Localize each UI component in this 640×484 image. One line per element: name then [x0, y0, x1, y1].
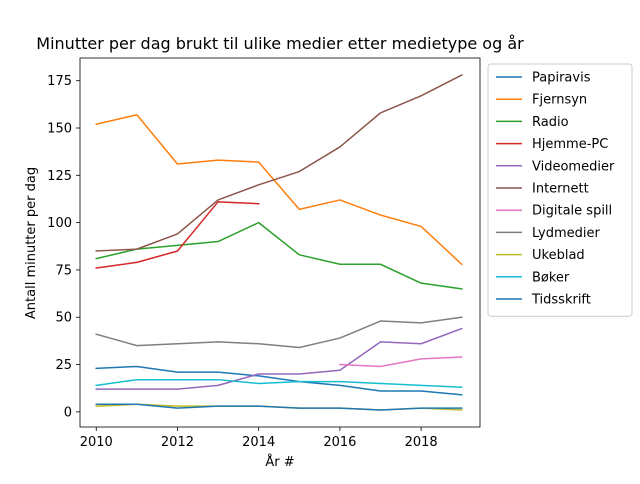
legend-box: [487, 63, 633, 317]
y-tick-label: 50: [55, 311, 72, 326]
legend-label-internett: Internett: [532, 182, 589, 197]
x-tick-label: 2010: [80, 435, 113, 450]
legend-label-tidsskrift: Tidsskrift: [531, 293, 591, 308]
series-line-hjemme-pc: [95, 201, 260, 269]
legend-label-b-ker: Bøker: [532, 270, 570, 285]
y-tick-label: 175: [47, 74, 72, 89]
legend-label-fjernsyn: Fjernsyn: [532, 93, 587, 108]
series-line-videomedier: [95, 327, 463, 390]
y-tick-label: 150: [47, 122, 72, 137]
legend: Papiravis Fjernsyn Radio Hjemme-PC Videomedi…: [487, 63, 633, 317]
series-line-tidsskrift: [95, 403, 463, 411]
y-tick-label: 75: [55, 263, 72, 278]
y-tick-label: 125: [47, 169, 72, 184]
legend-label-videomedier: Videomedier: [532, 159, 615, 174]
series-line-papiravis: [95, 365, 463, 396]
series-line-fjernsyn: [95, 114, 463, 266]
legend-label-lydmedier: Lydmedier: [532, 226, 601, 241]
legend-label-digitale-spill: Digitale spill: [532, 204, 612, 219]
series-line-internett: [95, 74, 463, 252]
chart-title: Minutter per dag brukt til ulike medier …: [36, 34, 524, 53]
x-tick-label: 2016: [323, 435, 356, 450]
y-tick-label: 100: [47, 216, 72, 231]
y-tick-label: 25: [55, 358, 72, 373]
legend-label-hjemme-pc: Hjemme-PC: [532, 137, 608, 152]
x-tick-label: 2014: [242, 435, 275, 450]
x-tick-label: 2018: [405, 435, 438, 450]
legend-label-ukeblad: Ukeblad: [532, 248, 585, 263]
axes: 2010 2012 2014 2016 2018 0 25 50 75 100 125 150 175: [47, 57, 481, 450]
y-tick-label: 0: [64, 405, 72, 420]
plot-frame: [79, 57, 481, 428]
plot-area: [95, 74, 463, 411]
x-axis-label: År #: [265, 454, 294, 470]
series-line-lydmedier: [95, 316, 463, 349]
series-line-digitale-spill: [339, 356, 463, 368]
y-axis-label: Antall minutter per dag: [24, 167, 39, 319]
series-line-radio: [95, 221, 463, 290]
series-line-b-ker: [95, 378, 463, 389]
legend-label-radio: Radio: [532, 115, 569, 130]
x-tick-label: 2012: [161, 435, 194, 450]
legend-label-papiravis: Papiravis: [532, 71, 591, 86]
